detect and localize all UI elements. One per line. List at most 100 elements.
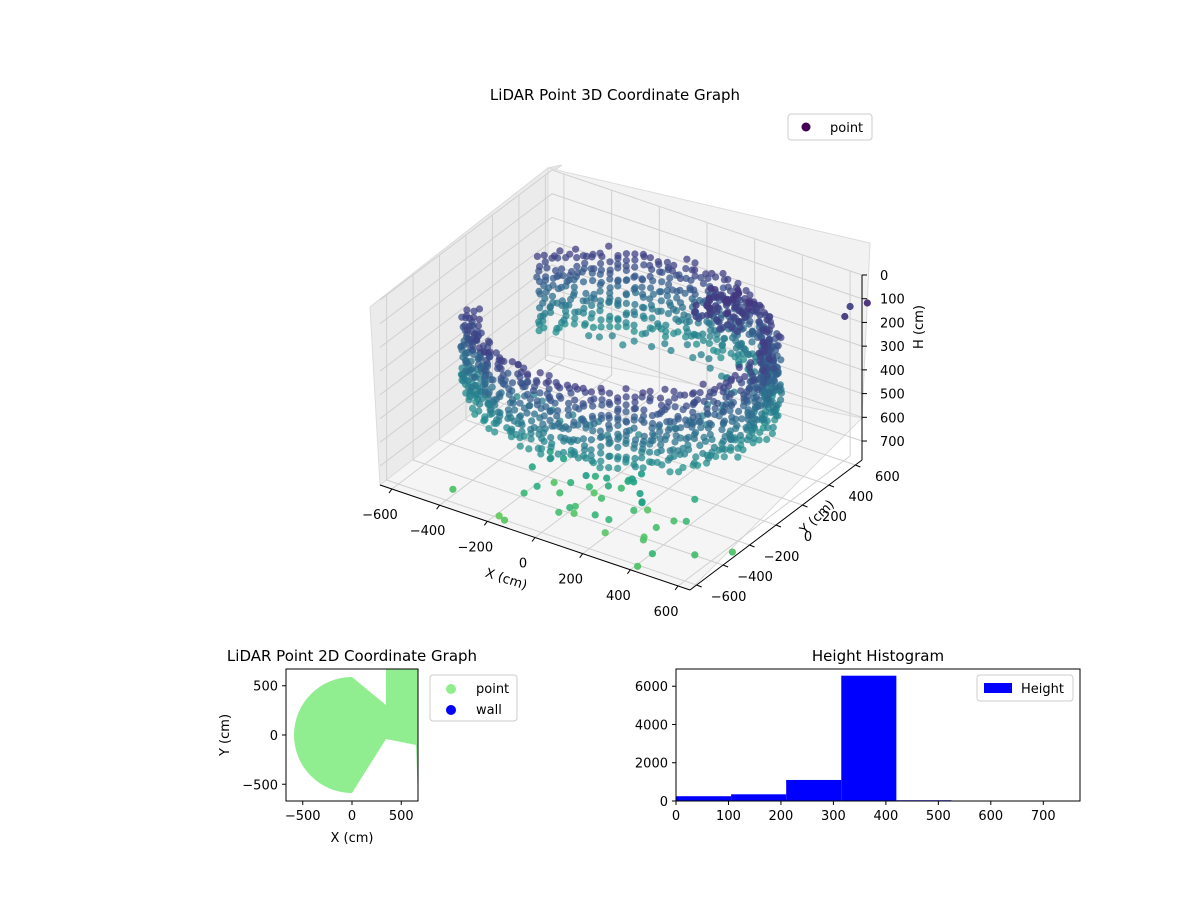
- point-marker-3d: [491, 401, 499, 409]
- point-marker-3d: [666, 299, 674, 307]
- point-marker-3d: [491, 428, 499, 436]
- z-tick-label-3d: 300: [880, 340, 905, 355]
- point-marker-3d: [587, 446, 595, 454]
- point-marker-3d: [670, 387, 678, 395]
- histogram-ticks: 0 100 200 300 400 500 600 700 0 2000 4000 6000: [635, 680, 1056, 824]
- point-marker-3d: [719, 324, 727, 332]
- point-marker-3d: [596, 287, 604, 295]
- point-marker-3d: [533, 252, 542, 260]
- point-marker-3d: [497, 365, 505, 373]
- point-marker-3d: [682, 402, 691, 410]
- point-marker-3d: [526, 402, 534, 410]
- point-marker-3d: [589, 402, 597, 410]
- point-marker-3d: [557, 283, 565, 291]
- point-marker-3d: [739, 402, 748, 410]
- point-marker-3d: [757, 359, 765, 368]
- point-marker-3d: [630, 327, 638, 335]
- point-marker-3d: [664, 426, 673, 434]
- point-marker-3d: [772, 402, 781, 410]
- point-marker-3d: [733, 422, 741, 430]
- point-marker-3d: [553, 324, 561, 333]
- point-marker-3d: [767, 408, 775, 417]
- point-marker-3d: [622, 385, 630, 393]
- point-marker-3d: [692, 301, 700, 309]
- point-marker-3d: [570, 421, 578, 429]
- point-marker-3d: [734, 453, 742, 461]
- point-marker-3d: [476, 400, 484, 408]
- point-marker-3d: [536, 389, 544, 397]
- point-marker-3d: [683, 255, 691, 263]
- point-marker-3d: [726, 407, 734, 415]
- point-marker-3d: [646, 261, 654, 270]
- histogram-bar: [676, 796, 732, 801]
- point-marker-3d: [667, 346, 675, 355]
- point-marker-3d: [539, 299, 547, 307]
- point-marker-3d: [614, 276, 622, 284]
- point-marker-3d: [496, 393, 504, 401]
- point-marker-3d: [524, 378, 532, 386]
- point-marker-3d: [622, 418, 631, 426]
- point-marker-3d: [622, 276, 630, 284]
- point-marker-3d: [555, 508, 563, 516]
- z-axis-label-3d: H (cm): [912, 305, 927, 349]
- point-marker-3d: [775, 332, 783, 340]
- point-marker-3d: [666, 274, 674, 282]
- point-marker-3d: [663, 258, 672, 266]
- point-marker-3d: [745, 299, 753, 307]
- point-marker-3d: [605, 389, 614, 397]
- point-marker-3d: [669, 305, 678, 313]
- point-marker-3d: [597, 384, 605, 392]
- point-marker-3d: [758, 366, 767, 375]
- point-marker-3d: [546, 416, 554, 424]
- x-tick-3d: [626, 569, 631, 575]
- y-tick-label-2d: 500: [253, 680, 278, 695]
- point-marker-3d: [746, 363, 754, 371]
- legend-3d: point: [787, 113, 873, 141]
- point-marker-3d: [697, 424, 705, 432]
- point-marker-3d: [743, 436, 752, 444]
- x-axis-label-2d: X (cm): [331, 831, 374, 846]
- point-marker-3d: [735, 407, 743, 415]
- point-marker-3d: [691, 551, 699, 559]
- x-tick-label-2d: 500: [389, 809, 414, 824]
- point-marker-3d: [699, 449, 707, 458]
- point-marker-3d: [734, 328, 742, 336]
- point-marker-3d: [571, 396, 579, 404]
- point-marker-3d: [553, 412, 561, 420]
- point-marker-3d: [543, 264, 551, 272]
- z-tick-label-3d: 400: [880, 364, 905, 379]
- point-marker-3d: [581, 259, 589, 267]
- point-marker-3d: [546, 408, 554, 416]
- y-tick-3d: [696, 584, 702, 588]
- histogram-bar: [731, 794, 787, 801]
- point-marker-3d: [646, 448, 654, 456]
- point-marker-3d: [699, 330, 707, 338]
- point-marker-3d: [677, 316, 686, 324]
- point-marker-3d: [597, 259, 605, 268]
- point-marker-3d: [664, 310, 673, 318]
- point-marker-3d: [517, 412, 525, 420]
- point-marker-3d: [755, 318, 763, 326]
- point-marker-3d: [536, 369, 544, 377]
- point-marker-3d: [670, 261, 678, 269]
- point-marker-3d: [563, 381, 572, 389]
- point-marker-3d: [544, 378, 553, 386]
- point-marker-3d: [658, 278, 666, 286]
- point-marker-3d: [639, 303, 647, 311]
- point-marker-3d: [582, 472, 590, 480]
- point-marker-3d: [670, 517, 678, 525]
- point-marker-3d: [675, 468, 683, 476]
- point-marker-3d: [689, 354, 697, 362]
- point-marker-3d: [587, 396, 595, 404]
- point-marker-3d: [764, 424, 772, 432]
- point-marker-3d: [509, 399, 517, 407]
- point-marker-3d: [631, 404, 640, 412]
- point-marker-3d: [559, 272, 567, 280]
- point-marker-3d: [580, 304, 588, 312]
- z-tick-label-3d: 0: [880, 269, 888, 284]
- point-marker-3d: [516, 442, 524, 450]
- point-marker-3d: [749, 420, 758, 428]
- point-marker-3d: [549, 281, 557, 289]
- point-marker-3d: [656, 435, 664, 443]
- point-marker-3d: [640, 406, 648, 414]
